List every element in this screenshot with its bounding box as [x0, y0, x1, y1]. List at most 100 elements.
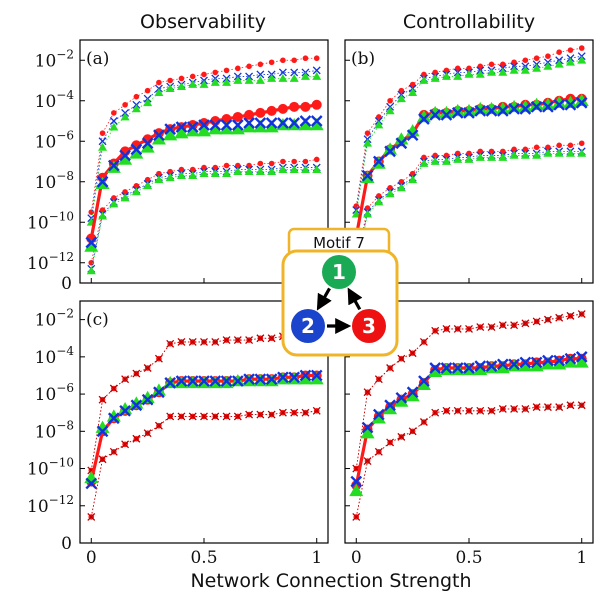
motif-title: Motif 7	[313, 234, 365, 252]
data-point	[267, 410, 276, 419]
data-point	[280, 158, 286, 165]
data-point	[154, 421, 163, 430]
data-point	[374, 375, 383, 384]
data-point	[353, 203, 360, 209]
data-point	[374, 447, 383, 456]
data-point	[466, 65, 472, 72]
data-point	[312, 71, 322, 80]
data-point	[201, 164, 207, 171]
data-point	[397, 432, 406, 441]
data-point	[277, 103, 288, 114]
data-point	[220, 119, 233, 131]
data-point	[109, 122, 119, 131]
data-point	[98, 395, 107, 404]
y-tick-label: 10−4	[35, 344, 75, 368]
data-point	[233, 76, 243, 84]
data-point	[140, 390, 155, 404]
data-point	[428, 105, 443, 119]
series-median-x-blue	[350, 96, 588, 245]
data-point	[385, 106, 395, 115]
data-point	[563, 355, 578, 368]
data-point	[129, 146, 144, 159]
data-point	[212, 164, 219, 171]
data-point	[511, 59, 517, 66]
data-point	[578, 140, 585, 147]
data-point	[98, 455, 107, 464]
data-point	[408, 427, 417, 436]
data-point	[233, 336, 242, 345]
data-point	[209, 375, 222, 387]
data-point	[419, 418, 428, 426]
data-point	[350, 475, 363, 488]
data-point	[151, 383, 166, 396]
data-point	[174, 126, 189, 139]
data-point	[419, 159, 429, 167]
data-point	[188, 412, 197, 421]
series-lower-x-darkred	[352, 401, 586, 521]
data-point	[310, 115, 323, 127]
data-point	[419, 76, 429, 84]
data-point	[132, 369, 141, 378]
data-point	[477, 63, 484, 70]
series-upper-x-blue	[352, 52, 586, 215]
data-point	[363, 457, 372, 466]
series-dotted-line	[355, 55, 582, 211]
series-lower-dot-red	[88, 156, 320, 266]
data-point	[532, 150, 542, 159]
data-point	[200, 412, 208, 421]
series-median-triangle-green	[84, 118, 324, 252]
data-point	[289, 165, 299, 173]
data-point	[84, 239, 99, 252]
data-point	[99, 130, 106, 136]
data-point	[398, 178, 405, 185]
series-line	[354, 97, 582, 237]
series-dotted-line	[90, 167, 317, 269]
data-point	[176, 82, 186, 90]
data-point	[439, 105, 454, 119]
data-point	[86, 266, 96, 275]
data-point	[474, 360, 487, 373]
data-point	[543, 315, 552, 324]
data-point	[577, 55, 587, 64]
data-point	[186, 375, 199, 387]
data-point	[485, 360, 498, 373]
data-point	[143, 364, 152, 372]
data-point	[463, 362, 475, 374]
data-point	[109, 447, 118, 456]
data-point	[107, 159, 120, 172]
data-point	[254, 373, 267, 386]
data-point	[361, 169, 374, 182]
data-point	[288, 371, 301, 384]
x-axis-title: Network Connection Strength	[190, 570, 471, 592]
data-point	[243, 117, 255, 129]
y-tick-label-zero: 0	[61, 534, 72, 554]
data-point	[519, 356, 532, 369]
data-point	[574, 355, 589, 368]
y-tick-label: 10−10	[27, 456, 74, 480]
data-point	[119, 149, 131, 162]
data-point	[199, 80, 209, 88]
data-point	[363, 388, 372, 397]
data-point	[129, 396, 144, 409]
motif-inset: Motif 7 1 2 3	[281, 227, 399, 357]
data-point	[498, 405, 507, 413]
data-point	[371, 411, 386, 424]
data-point	[416, 109, 431, 123]
x-tick-label: 0	[351, 548, 362, 568]
data-point	[255, 76, 265, 84]
data-point	[463, 107, 475, 119]
data-point	[298, 118, 313, 131]
data-point	[312, 165, 322, 173]
data-point	[408, 88, 418, 97]
data-point	[565, 148, 575, 157]
data-point	[290, 68, 299, 77]
data-point	[432, 69, 438, 76]
data-point	[500, 148, 506, 155]
data-point	[290, 408, 299, 417]
data-point	[487, 406, 496, 415]
data-point	[122, 102, 128, 108]
data-point	[577, 401, 586, 410]
data-point	[141, 393, 154, 406]
data-point	[153, 129, 165, 142]
data-point	[267, 334, 276, 343]
